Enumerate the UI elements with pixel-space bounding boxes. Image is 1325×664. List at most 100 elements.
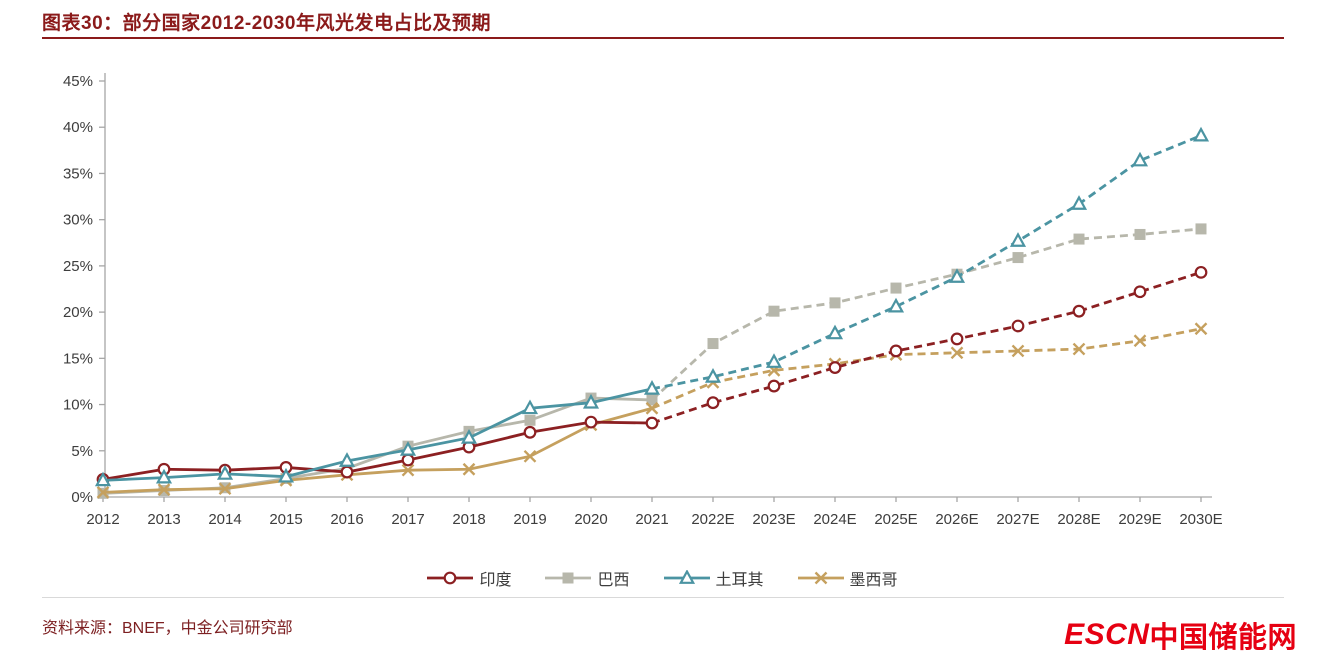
chart-title: 图表30：部分国家2012-2030年风光发电占比及预期 bbox=[42, 13, 491, 34]
marker-x bbox=[462, 462, 476, 476]
marker-square bbox=[829, 297, 841, 309]
marker-circle bbox=[1133, 285, 1147, 299]
legend-marker-icon bbox=[427, 571, 474, 585]
marker-circle bbox=[340, 465, 354, 479]
y-tick-label: 25% bbox=[63, 258, 93, 275]
y-tick-label: 45% bbox=[63, 73, 93, 90]
y-tick-label: 35% bbox=[63, 165, 93, 182]
marker-triangle bbox=[582, 393, 600, 409]
series-2-dashed-line bbox=[651, 134, 1202, 391]
x-tick-label: 2018 bbox=[452, 511, 485, 528]
marker-triangle bbox=[216, 465, 234, 480]
series-2-solid-line bbox=[102, 387, 653, 482]
marker-x bbox=[645, 401, 659, 415]
y-tick-label: 15% bbox=[63, 350, 93, 367]
marker-circle bbox=[828, 361, 842, 374]
x-tick-label: 2029E bbox=[1118, 511, 1161, 528]
marker-x bbox=[401, 463, 415, 477]
marker-circle bbox=[1194, 265, 1208, 279]
x-tick-label: 2017 bbox=[391, 511, 424, 528]
marker-triangle bbox=[460, 429, 478, 444]
x-tick-label: 2024E bbox=[813, 511, 856, 528]
marker-triangle bbox=[704, 368, 722, 383]
marker-x bbox=[1133, 334, 1147, 348]
y-tick-label: 20% bbox=[63, 304, 93, 321]
marker-x bbox=[950, 346, 964, 360]
series-3-solid-line bbox=[102, 406, 653, 494]
marker-triangle bbox=[643, 380, 661, 395]
marker-square bbox=[524, 414, 536, 426]
marker-circle bbox=[401, 453, 415, 467]
marker-circle bbox=[645, 416, 659, 430]
marker-circle bbox=[1072, 304, 1086, 318]
marker-triangle bbox=[948, 268, 966, 283]
marker-square bbox=[1195, 223, 1207, 235]
marker-circle bbox=[584, 415, 598, 429]
marker-circle bbox=[1011, 319, 1025, 333]
marker-square bbox=[646, 394, 658, 406]
marker-circle bbox=[523, 425, 537, 439]
chart-canvas: 0% 5% 10% 15% 20% 25% 30% 35% 40% 45% 2012 2013 2014… bbox=[63, 73, 1223, 528]
x-tick-label: 2023E bbox=[752, 511, 795, 528]
marker-triangle bbox=[94, 471, 112, 487]
y-tick-label: 0% bbox=[71, 489, 93, 506]
marker-square bbox=[1012, 252, 1024, 264]
legend-item-0[interactable]: 印度 bbox=[427, 566, 511, 590]
marker-x bbox=[523, 449, 537, 463]
marker-square bbox=[890, 282, 902, 294]
y-tick-label: 5% bbox=[71, 443, 93, 460]
logo-cn-text: 中国储能网 bbox=[1149, 622, 1297, 654]
marker-triangle bbox=[887, 297, 905, 313]
legend-label: 印度 bbox=[479, 572, 512, 589]
x-tick-label: 2020 bbox=[574, 511, 607, 528]
legend-marker-icon bbox=[545, 572, 592, 584]
marker-x bbox=[96, 486, 110, 499]
x-tick-label: 2026E bbox=[935, 511, 978, 528]
title-underline bbox=[42, 37, 1284, 39]
series-3-dashed-line bbox=[651, 327, 1202, 410]
marker-triangle bbox=[765, 353, 783, 368]
marker-circle bbox=[767, 379, 781, 393]
legend-item-1[interactable]: 巴西 bbox=[545, 566, 630, 590]
x-tick-label: 2028E bbox=[1057, 511, 1100, 528]
footer-divider bbox=[42, 597, 1284, 598]
y-tick-label: 40% bbox=[63, 119, 93, 136]
marker-square bbox=[707, 338, 719, 350]
marker-triangle bbox=[1009, 232, 1027, 247]
y-tick-label: 30% bbox=[63, 212, 93, 229]
logo-latin-text: ESCN bbox=[1064, 618, 1150, 651]
marker-triangle bbox=[1192, 126, 1210, 142]
series-0-solid-line bbox=[102, 420, 653, 481]
legend-label: 巴西 bbox=[597, 572, 630, 589]
x-tick-label: 2016 bbox=[330, 511, 363, 528]
series-1-solid-line bbox=[102, 396, 653, 495]
x-tick-label: 2030E bbox=[1179, 511, 1222, 528]
y-tick-label: 10% bbox=[63, 397, 93, 414]
source-note: 资料来源：BNEF，中金公司研究部 bbox=[42, 620, 293, 637]
marker-x bbox=[1072, 342, 1086, 356]
x-tick-label: 2014 bbox=[208, 511, 241, 528]
marker-square bbox=[1073, 233, 1085, 245]
marker-triangle bbox=[277, 467, 295, 483]
marker-square bbox=[1134, 228, 1146, 240]
legend-marker-icon bbox=[797, 571, 844, 585]
chart-legend: 印度 巴西 土耳其 墨西哥 bbox=[0, 566, 1325, 590]
marker-triangle bbox=[521, 399, 539, 415]
marker-square bbox=[768, 305, 780, 317]
legend-item-2[interactable]: 土耳其 bbox=[663, 566, 764, 590]
marker-triangle bbox=[338, 452, 356, 467]
marker-x bbox=[157, 483, 171, 496]
x-tick-label: 2013 bbox=[147, 511, 180, 528]
marker-circle bbox=[889, 344, 903, 358]
legend-item-3[interactable]: 墨西哥 bbox=[797, 566, 898, 590]
marker-triangle bbox=[155, 468, 173, 484]
x-tick-label: 2015 bbox=[269, 511, 302, 528]
marker-x bbox=[218, 482, 232, 496]
x-tick-label: 2012 bbox=[86, 511, 119, 528]
series-1-dashed-line bbox=[651, 227, 1202, 401]
marker-circle bbox=[950, 332, 964, 346]
marker-triangle bbox=[1131, 151, 1149, 167]
legend-label: 墨西哥 bbox=[849, 572, 898, 589]
x-tick-label: 2022E bbox=[691, 511, 734, 528]
